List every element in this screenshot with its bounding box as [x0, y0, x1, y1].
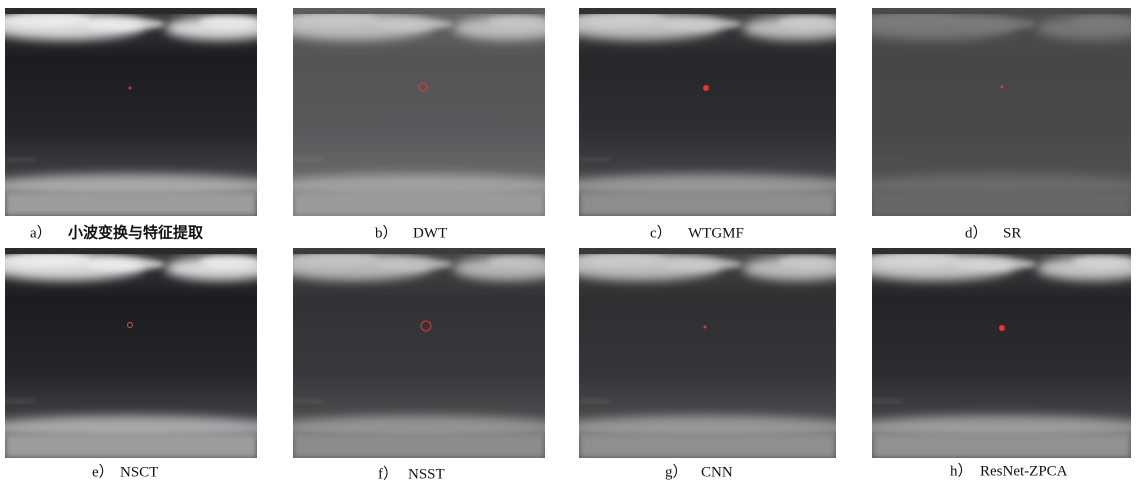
panel-caption: SR — [1003, 225, 1021, 241]
panel-label: c） — [650, 224, 672, 241]
panel-f — [269, 248, 569, 458]
panel-b — [269, 8, 569, 216]
panel-a — [0, 8, 281, 216]
panel-label: f） — [378, 465, 398, 482]
panel-label: d） — [965, 224, 988, 241]
figure: a） 小波变换与特征提取 b） DWT c） WTGMF d） SR e） NS… — [0, 0, 1137, 486]
panel-caption: NSCT — [120, 464, 158, 480]
panel-caption: CNN — [701, 464, 733, 480]
panel-e — [0, 248, 281, 458]
panel-g — [555, 248, 861, 458]
panel-label: h） — [950, 462, 973, 479]
panel-label: a） — [30, 224, 52, 241]
panel-d — [847, 8, 1137, 216]
panel-caption: 小波变换与特征提取 — [68, 223, 204, 241]
panel-label: e） — [92, 463, 114, 480]
panel-c — [555, 8, 861, 216]
panel-label: g） — [665, 463, 688, 480]
panel-caption: WTGMF — [688, 225, 744, 241]
panel-label: b） — [375, 224, 398, 241]
panel-caption: NSST — [408, 466, 445, 482]
panel-caption: ResNet-ZPCA — [980, 463, 1068, 479]
page: a） 小波变换与特征提取 b） DWT c） WTGMF d） SR e） NS… — [0, 0, 1137, 486]
panel-caption: DWT — [413, 225, 447, 241]
panel-h — [847, 248, 1137, 458]
